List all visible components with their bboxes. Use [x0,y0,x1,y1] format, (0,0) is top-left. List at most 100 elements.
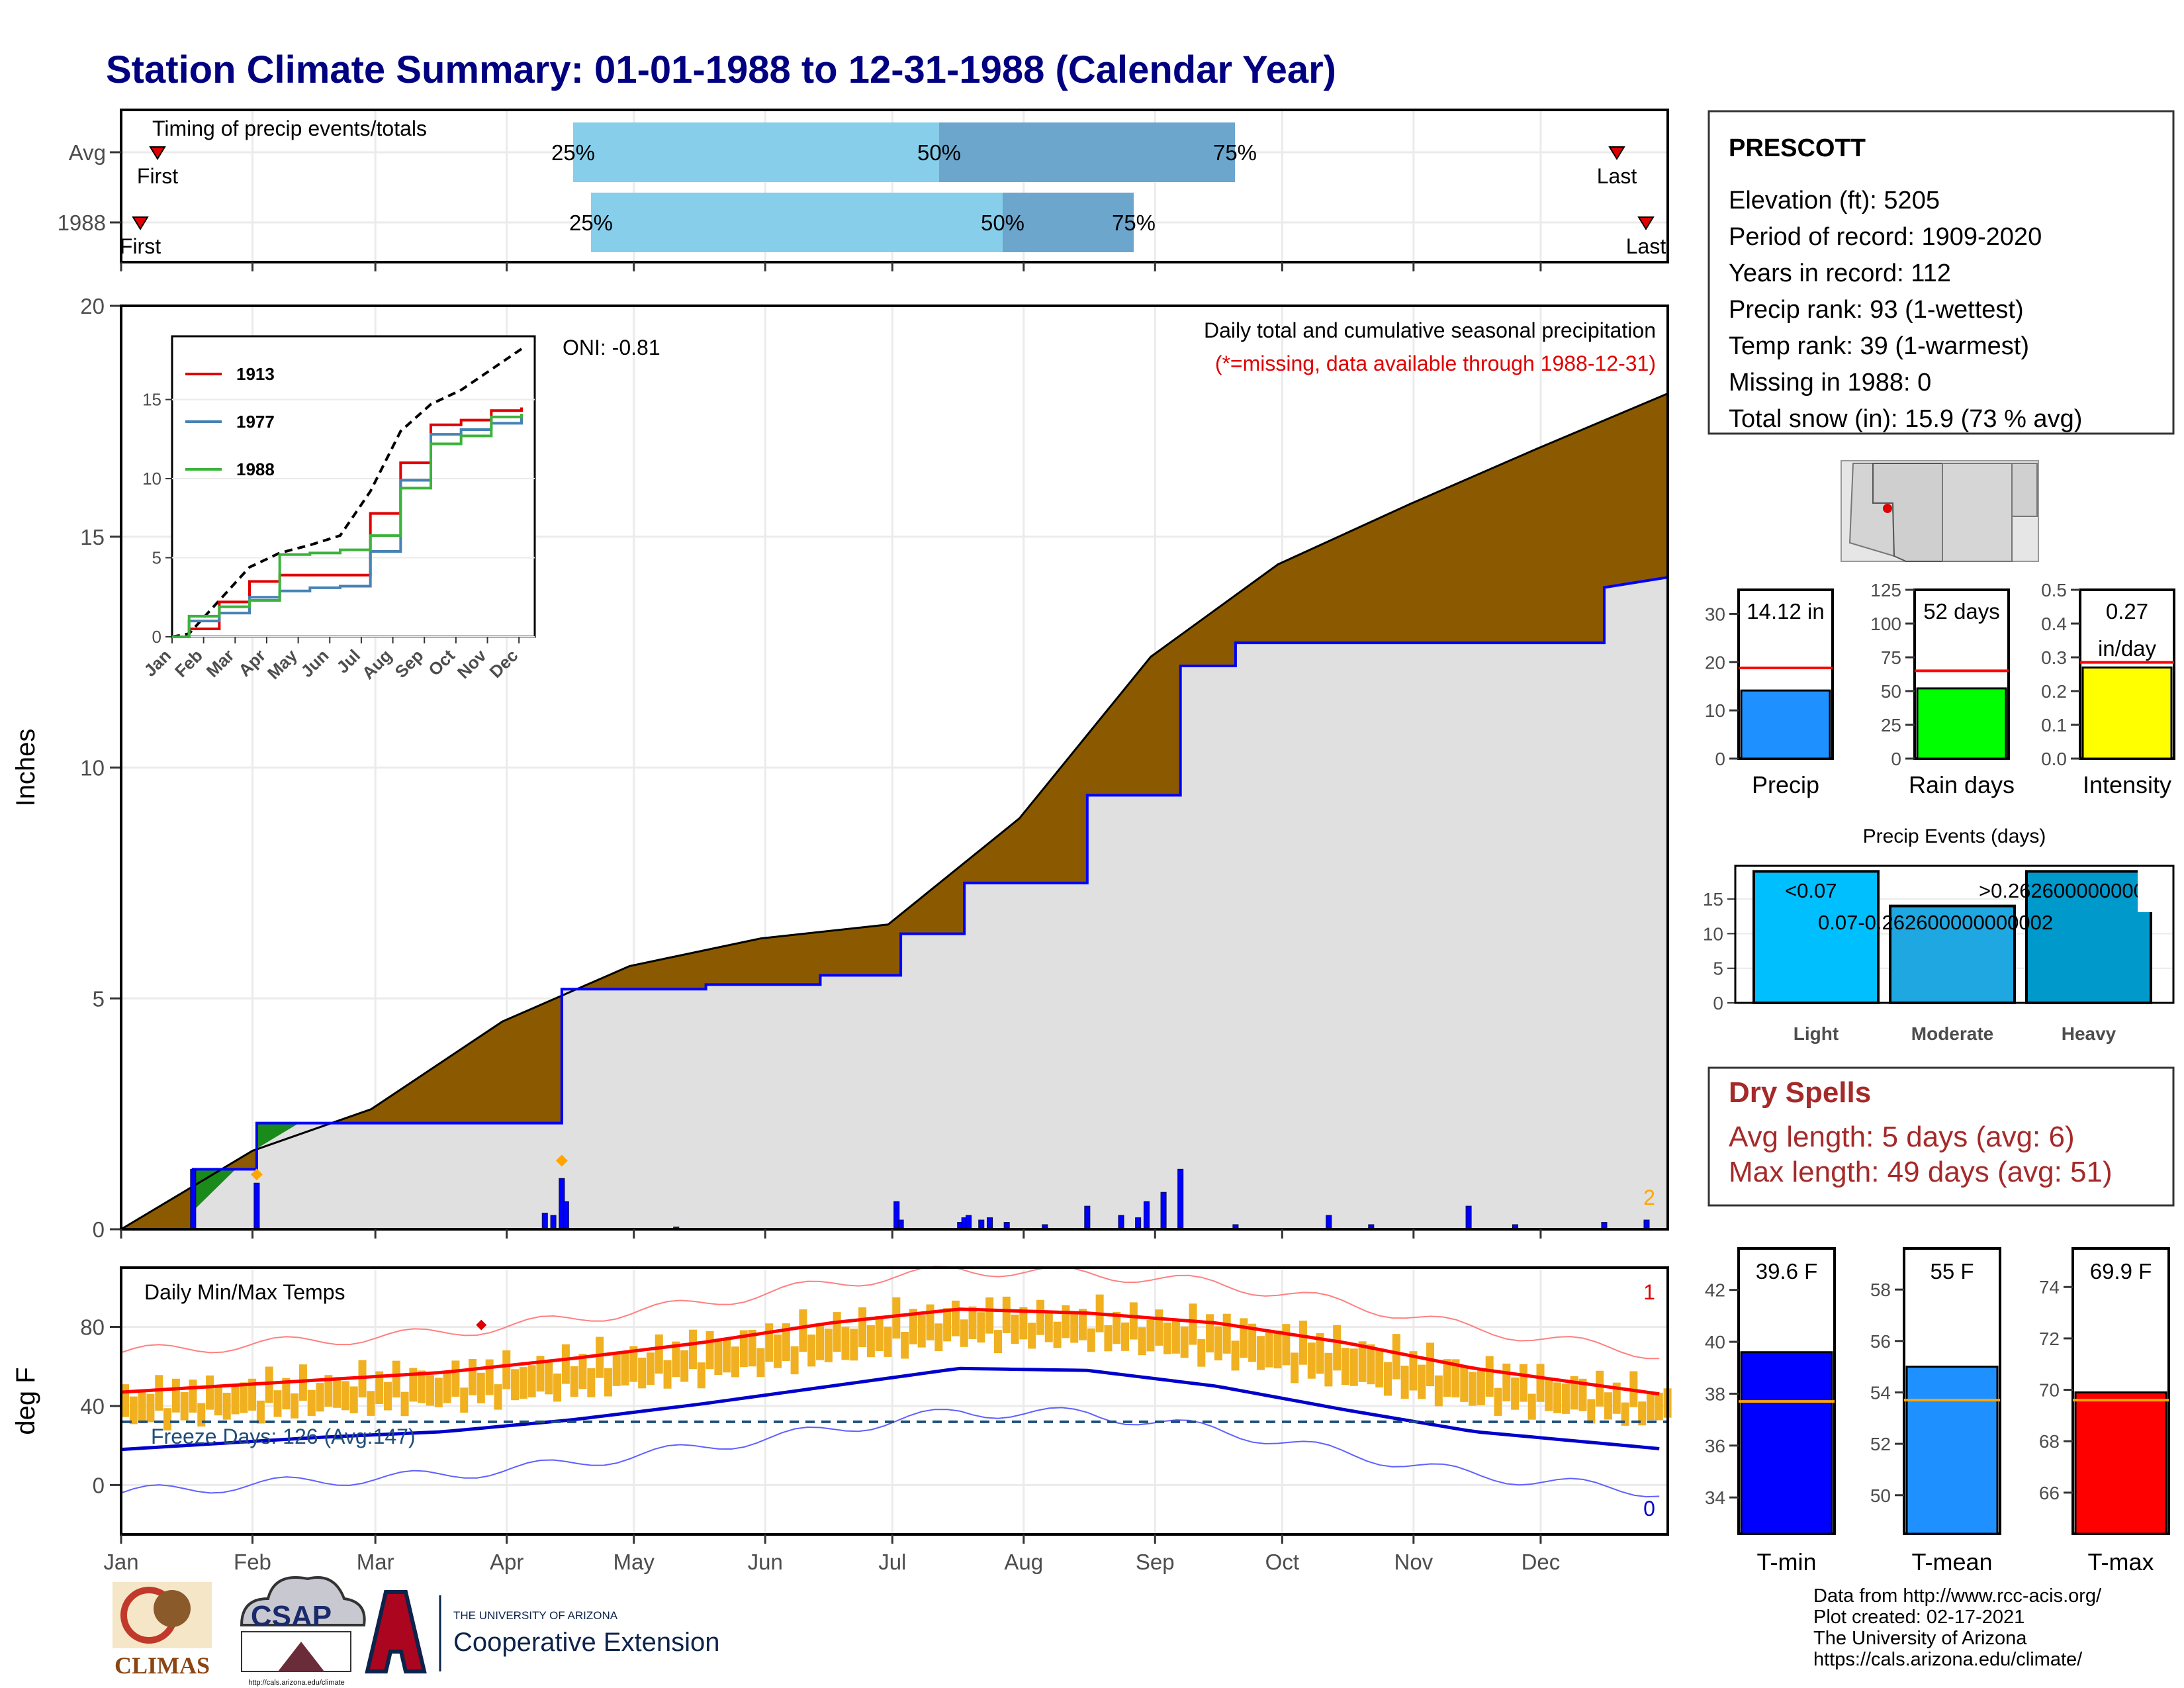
daily-temp-bar [469,1358,477,1395]
summary-y-tick-label: 10 [1705,700,1725,721]
y-tick-label: 0 [93,1473,105,1497]
daily-temp-bar [1240,1318,1248,1358]
daily-temp-bar [1079,1309,1087,1340]
timing-row-label: 1988 [58,211,106,235]
temp-y-tick-label: 52 [1870,1434,1891,1454]
event-bar-value: <0.07 [1785,879,1837,902]
daily-temp-bar [1155,1309,1163,1346]
daily-temp-bar [494,1384,502,1410]
month-label: Jul [878,1550,906,1574]
daily-temp-bar [400,1391,409,1417]
summary-y-tick-label: 0 [1891,749,1901,769]
daily-temp-bar [1316,1333,1324,1374]
temp-box-label: T-mean [1911,1548,1992,1575]
daily-temp-bar [1561,1383,1570,1414]
daily-temp-bar [1443,1359,1451,1397]
daily-temp-bar [434,1378,443,1407]
daily-temp-bar [1358,1341,1367,1382]
daily-temp-bar [163,1408,172,1430]
daily-temp-bar [833,1312,841,1352]
daily-temp-bar [146,1393,155,1423]
daily-temp-bar [1248,1323,1257,1362]
month-label: Nov [1394,1550,1433,1574]
daily-temp-bar [790,1346,799,1375]
summary-y-tick-label: 0 [1715,749,1725,769]
event-bar-value: 0.07-0.262600000000002 [1818,911,2053,934]
ua-small-text: THE UNIVERSITY OF ARIZONA [453,1609,618,1622]
daily-temp-bar [545,1360,553,1395]
daily-temp-bar [316,1383,324,1412]
daily-temp-bar [1002,1296,1011,1333]
station-stat-line: Temp rank: 39 (1-warmest) [1729,332,2029,360]
daily-temp-bar [646,1352,655,1385]
daily-temp-bar [333,1377,341,1408]
daily-temp-bar [1578,1378,1587,1411]
daily-precip-bar [1465,1205,1472,1230]
daily-temp-bar [697,1362,705,1389]
daily-temp-bar [1171,1320,1180,1354]
daily-temp-bar [1604,1392,1612,1420]
daily-temp-bar [993,1330,1002,1354]
daily-temp-bar [460,1387,469,1413]
daily-temp-bar [1646,1392,1655,1421]
temp-y-tick-label: 38 [1705,1383,1725,1404]
daily-temp-bar [1163,1322,1172,1354]
month-label: Feb [234,1550,271,1574]
temp-value-bar [1905,1366,1999,1535]
footer-line: Plot created: 02-17-2021 [1813,1607,2025,1628]
csap-logo-text: CSAP [251,1600,332,1632]
daily-temp-bar [536,1356,545,1392]
daily-temp-bar [231,1383,240,1415]
first-label: First [137,164,178,188]
daily-temp-bar [655,1334,663,1374]
station-info-box: PRESCOTT Elevation (ft): 5205 Period of re… [1707,110,2175,435]
snow-day-count: 2 [1643,1186,1655,1209]
daily-temp-bar [307,1389,316,1416]
daily-temp-bar [273,1390,282,1417]
daily-temp-bar [1222,1313,1231,1354]
daily-temp-bar [180,1392,189,1421]
daily-temp-bar [1519,1364,1527,1402]
daily-temp-bar [1494,1387,1502,1416]
timing-panel: Timing of precip events/totals Avg 25% 50% 7… [58,109,1669,271]
station-frame [1707,110,2175,435]
record-low-count: 0 [1643,1497,1655,1521]
summary-box-label: Intensity [2083,771,2171,798]
temp-value-label: 39.6 F [1756,1259,1818,1284]
daily-temp-bar [171,1378,180,1413]
daily-temp-bar [1189,1303,1197,1345]
cumulative-avg-line [120,393,1668,1231]
legend-label: 1988 [236,459,275,479]
daily-temp-bar [129,1396,138,1425]
daily-temp-bar [934,1323,943,1352]
daily-temp-bar [1214,1326,1222,1361]
daily-temp-bar [1265,1330,1273,1368]
climas-logo-text: CLIMAS [114,1652,210,1679]
daily-precip-bar [190,1168,197,1230]
daily-temp-bar [578,1354,587,1389]
daily-precip-bar [550,1215,557,1230]
daily-temp-bar [1502,1363,1511,1401]
daily-precip-bar [1326,1215,1332,1230]
p75-label: 75% [1112,211,1156,235]
daily-temp-bar [1392,1334,1400,1380]
daily-temp-bar [909,1309,917,1344]
daily-temp-bar [596,1336,604,1378]
surplus-area [256,1123,299,1149]
summary-y-tick-label: 0.2 [2041,681,2067,702]
daily-temp-bar [1596,1370,1604,1407]
inset-y-tick-label: 0 [152,627,161,647]
inset-avg-line [171,348,523,638]
daily-temp-bar [663,1360,672,1389]
daily-precip-bar [1143,1201,1150,1230]
daily-temp-bar [629,1346,638,1382]
daily-temp-bar [1298,1321,1307,1365]
daily-temp-bar [866,1325,875,1358]
temp-value-label: 55 F [1930,1259,1974,1284]
daily-temp-bar [985,1297,994,1334]
daily-temp-bar [1053,1321,1062,1348]
daily-temp-bar [282,1378,291,1410]
daily-precip-bar [1177,1168,1184,1230]
temp-y-tick-label: 42 [1705,1280,1725,1301]
